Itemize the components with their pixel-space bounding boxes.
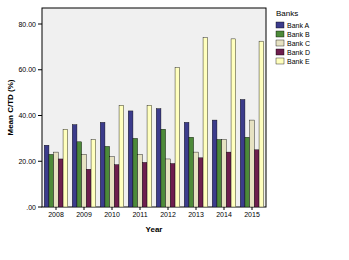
x-tick-label: 2013 — [188, 211, 204, 218]
bar — [147, 105, 152, 207]
bar — [91, 140, 96, 207]
legend-title: Banks — [276, 9, 298, 18]
legend-swatch — [276, 31, 284, 37]
background — [0, 0, 349, 260]
y-axis-label: Mean C/TD (%) — [6, 79, 15, 135]
y-tick — [38, 207, 42, 208]
bar — [63, 129, 68, 207]
bar — [105, 146, 110, 207]
y-tick — [38, 24, 42, 25]
bar — [217, 140, 222, 207]
x-tick-label: 2015 — [244, 211, 260, 218]
bar — [54, 152, 59, 207]
bar — [119, 105, 124, 207]
bar — [114, 165, 119, 207]
bar — [231, 39, 236, 207]
y-tick — [38, 115, 42, 116]
x-tick-label: 2012 — [160, 211, 176, 218]
chart: .00 20.00 40.00 60.00 80.00 Mean C/TD (%) 2008… — [0, 0, 349, 260]
legend-label: Bank B — [287, 31, 310, 38]
y-tick-label: 20.00 — [18, 158, 36, 165]
bar — [259, 41, 264, 207]
legend-swatch — [276, 58, 284, 64]
bar — [128, 111, 133, 207]
x-tick — [56, 207, 57, 210]
x-axis-label: Year — [146, 225, 163, 234]
x-tick-label: 2009 — [76, 211, 92, 218]
bar — [166, 159, 171, 207]
x-tick — [140, 207, 141, 210]
bar — [170, 164, 175, 207]
bar — [58, 159, 63, 207]
bar — [212, 120, 217, 207]
bar — [82, 154, 87, 207]
x-tick — [112, 207, 113, 210]
bar — [245, 137, 250, 207]
bars — [44, 38, 264, 207]
bar — [203, 38, 208, 207]
legend-label: Bank E — [287, 58, 310, 65]
legend-swatch — [276, 22, 284, 28]
bar — [44, 145, 49, 207]
x-tick — [84, 207, 85, 210]
bar — [138, 154, 143, 207]
bar — [142, 162, 147, 207]
bar — [86, 169, 91, 207]
bar — [250, 120, 255, 207]
bar — [175, 67, 180, 207]
x-tick-label: 2014 — [216, 211, 232, 218]
bar — [133, 138, 138, 207]
bar — [161, 129, 166, 207]
bar — [194, 152, 199, 207]
bar — [72, 125, 77, 207]
legend-label: Bank A — [287, 22, 310, 29]
bar — [254, 150, 259, 207]
y-tick-label: 40.00 — [18, 112, 36, 119]
y-tick — [38, 69, 42, 70]
bar — [240, 99, 245, 207]
x-tick-label: 2010 — [104, 211, 120, 218]
bar — [77, 142, 82, 207]
y-tick-label: 80.00 — [18, 21, 36, 28]
legend-swatch — [276, 49, 284, 55]
y-tick-label: .00 — [26, 204, 36, 211]
bar — [198, 158, 203, 207]
x-tick — [196, 207, 197, 210]
bar — [110, 157, 115, 207]
legend-label: Bank D — [287, 49, 310, 56]
plot-area — [42, 8, 266, 207]
bar — [189, 137, 194, 207]
bar — [156, 109, 161, 207]
legend-swatch — [276, 40, 284, 46]
x-tick — [252, 207, 253, 210]
bar — [184, 122, 189, 207]
legend-label: Bank C — [287, 40, 310, 47]
y-tick-label: 60.00 — [18, 66, 36, 73]
bar — [100, 122, 105, 207]
bar — [49, 154, 54, 207]
x-tick-label: 2008 — [48, 211, 64, 218]
x-tick-label: 2011 — [132, 211, 147, 218]
x-tick — [224, 207, 225, 210]
bar — [226, 152, 231, 207]
x-tick — [168, 207, 169, 210]
y-tick — [38, 161, 42, 162]
bar — [222, 140, 227, 207]
